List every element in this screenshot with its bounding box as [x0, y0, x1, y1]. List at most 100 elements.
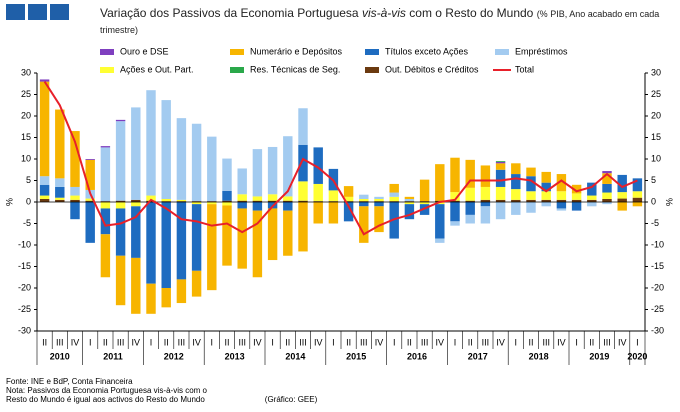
bar-segment [222, 202, 232, 206]
bar-segment [191, 204, 202, 271]
bar-segment [495, 202, 506, 220]
bar-segment [85, 198, 95, 201]
bar-segment [450, 221, 460, 226]
bar-segment [298, 202, 308, 252]
y-tick-label: 30 [21, 67, 31, 77]
x-tick-label: I [393, 337, 396, 347]
bar-segment [313, 183, 323, 202]
bar-segment [526, 176, 536, 192]
x-tick-label: I [89, 337, 92, 347]
legend-swatch [495, 49, 509, 55]
y-tick-label: -15 [18, 261, 31, 271]
bar-segment [313, 202, 323, 224]
bar-segment [404, 196, 415, 199]
bar-segment [617, 202, 627, 211]
bar-segment [267, 194, 278, 201]
bar-segment [207, 201, 217, 202]
bar-segment [511, 189, 521, 200]
chart-title: Variação dos Passivos da Economia Portug… [100, 6, 660, 38]
bar-segment [632, 202, 643, 207]
bar-segment [131, 257, 141, 314]
legend-label: Numerário e Depósitos [250, 46, 343, 56]
bar-segment [556, 208, 567, 211]
x-tick-label: III [603, 337, 611, 347]
bar-segment [115, 119, 126, 122]
x-tick-label: III [238, 337, 246, 347]
bar-segment [313, 201, 323, 202]
bar-segment [176, 202, 187, 280]
title-part: com o Resto do Mundo [405, 6, 534, 20]
bar-segment [465, 200, 475, 202]
legend-label: Total [515, 64, 534, 74]
logo-square [6, 4, 25, 20]
bar-segment [541, 182, 551, 192]
bar-segment [100, 208, 111, 235]
x-tick-label: I [454, 337, 457, 347]
bar-segment [131, 202, 141, 207]
bar-segment [161, 201, 171, 202]
bar-segment [359, 206, 369, 243]
bar-segment [495, 199, 506, 202]
bar-segment [541, 202, 551, 207]
legend-label: Res. Técnicas de Seg. [250, 64, 340, 74]
y2-axis-label: % [664, 198, 674, 206]
y-tick-label: -30 [18, 325, 31, 335]
x-tick-label: III [360, 337, 368, 347]
bar-segment [480, 165, 491, 187]
bar-segment [404, 202, 415, 205]
legend-swatch [100, 49, 114, 55]
x-tick-label: III [117, 337, 125, 347]
bar-segment [207, 202, 217, 205]
bar-segment [222, 205, 232, 266]
bar-segment [480, 206, 491, 224]
bar-segment [526, 202, 536, 213]
x-tick-label: IV [192, 337, 201, 347]
bar-segment [252, 202, 263, 211]
x-tick-label: IV [496, 337, 505, 347]
x-tick-label: IV [314, 337, 323, 347]
bar-segment [115, 200, 126, 202]
bar-segment [191, 270, 202, 297]
y-tick-label: 25 [21, 89, 31, 99]
bar-segment [131, 107, 141, 200]
bar-segment [70, 202, 80, 220]
bar-segment [602, 198, 612, 202]
y2-tick-label: 25 [651, 89, 661, 99]
x-tick-label: II [42, 337, 47, 347]
bar-segment [283, 136, 293, 197]
bar-segment [359, 198, 369, 202]
bar-segment [465, 187, 475, 201]
bar-segment [526, 199, 536, 202]
y2-tick-label: -20 [651, 282, 664, 292]
bar-segment [55, 199, 65, 202]
note: Resto do Mundo é igual aos activos do Re… [6, 395, 317, 404]
subtitle: (% PIB, Ano acabado em cada trimestre) [100, 9, 660, 35]
bar-segment [526, 191, 536, 200]
title-part: Variação dos Passivos da Economia Portug… [100, 6, 362, 20]
bar-segment [480, 186, 491, 200]
legend-label: Out. Débitos e Créditos [385, 64, 479, 74]
bar-segment [283, 200, 293, 202]
bar-segment [39, 195, 50, 199]
year-label: 2019 [589, 351, 609, 361]
bar-segment [511, 163, 521, 175]
bar-segment [435, 238, 445, 243]
bar-segment [176, 279, 187, 304]
bar-segment [115, 202, 126, 209]
legend-swatch [230, 67, 244, 73]
x-tick-label: III [178, 337, 186, 347]
bar-segment [191, 202, 202, 205]
bar-segment [495, 161, 506, 163]
year-label: 2013 [225, 351, 245, 361]
bar-segment [404, 204, 415, 220]
legend-label: Títulos exceto Ações [385, 46, 469, 56]
bar-segment [328, 190, 339, 202]
x-tick-label: I [636, 337, 639, 347]
bar-segment [541, 191, 551, 200]
bar-segment [480, 199, 491, 202]
bar-segment [465, 214, 475, 224]
x-tick-label: IV [375, 337, 384, 347]
note: Resto do Mundo é igual aos activos do Re… [6, 395, 205, 404]
bar-segment [100, 202, 111, 209]
